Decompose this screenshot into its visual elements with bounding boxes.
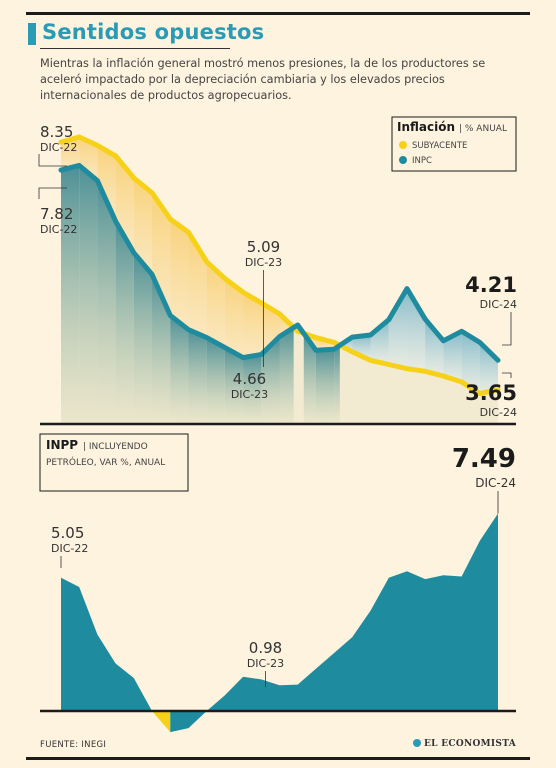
inflation-base-band: [406, 368, 426, 423]
annotation-leader-inpc-end: [502, 312, 512, 346]
inflation-gap-band: [133, 178, 153, 275]
inflation-base-band: [170, 315, 189, 423]
inflation-gap-band: [224, 278, 244, 358]
inflation-gap-band: [461, 331, 480, 394]
annotation-value-inpc-start: 7.82: [40, 205, 73, 223]
inflation-base-band: [479, 389, 498, 423]
inflation-base-band: [339, 345, 353, 423]
annotation-value-inpp-dec23: 0.98: [249, 639, 282, 657]
brand-mark-icon: [412, 739, 421, 747]
inflation-base-band: [370, 360, 389, 423]
inpp-area-positive: [61, 577, 153, 711]
inpp-area-positive: [206, 513, 498, 711]
annotation-date-inpc-end: DIC-24: [480, 298, 517, 311]
chart1-legend: Inflación | % ANUAL SUBYACENTE INPC: [391, 116, 517, 172]
inflation-base-band: [224, 347, 244, 423]
annotation-value-inpp-end: 7.49: [452, 444, 516, 474]
brand-logo: EL ECONOMISTA: [412, 739, 516, 749]
annotation-date-inpc-start: DIC-22: [40, 223, 77, 236]
inflation-gap-band: [261, 302, 280, 355]
legend-label-inpc: INPC: [412, 156, 432, 166]
brand-name: EL ECONOMISTA: [423, 739, 516, 749]
inflation-base-band: [61, 165, 80, 423]
inflation-base-band: [303, 333, 316, 423]
annotation-value-core-start: 8.35: [40, 123, 73, 141]
inflation-base-band: [388, 364, 407, 423]
inflation-base-band: [206, 337, 225, 423]
annotation-leader-inpc-start: [38, 187, 67, 199]
top-rule: [26, 12, 530, 15]
annotation-value-core-end: 3.65: [465, 381, 517, 405]
inflation-gap-band: [79, 136, 98, 181]
inflation-base-band: [79, 165, 98, 423]
inflation-gap-band: [425, 319, 444, 377]
inflation-base-band: [152, 274, 171, 423]
annotation-value-core-dec23: 5.09: [247, 238, 280, 256]
inflation-base-band: [315, 349, 335, 423]
inflation-gap-band: [406, 288, 426, 372]
legend-box: [391, 116, 517, 172]
chart2-legend: INPP | INCLUYENDO PETRÓLEO, VAR %, ANUAL: [39, 433, 189, 492]
inpp-area-negative-falling: [152, 711, 171, 733]
page-subtitle: Mientras la inflación general mostró men…: [40, 57, 486, 102]
inflation-gap-band: [479, 342, 498, 394]
inflation-base-band: [425, 371, 444, 423]
inflation-base-band: [243, 354, 262, 423]
annotation-leader-core-start: [38, 154, 67, 167]
inflation-base-band: [133, 252, 153, 423]
source-note: FUENTE: INEGI: [40, 740, 107, 750]
inflation-base-band: [297, 331, 304, 423]
title-underline: [40, 48, 230, 49]
inflation-base-band: [279, 327, 294, 423]
inflation-gap-band: [170, 219, 189, 330]
inflation-gap-band: [370, 319, 389, 365]
bottom-rule: [26, 757, 530, 760]
inflation-gap-band: [61, 136, 80, 171]
inflation-base-band: [261, 336, 280, 423]
annotation-date-core-dec23: DIC-23: [245, 256, 282, 269]
inflation-base-band: [352, 351, 371, 423]
legend-subtitle: | % ANUAL: [459, 124, 507, 134]
legend-subtitle-line2: PETRÓLEO, VAR %, ANUAL: [46, 456, 165, 468]
inflation-gap-band: [388, 288, 407, 369]
annotation-value-inpp-start: 5.05: [51, 524, 84, 542]
legend-box: [39, 433, 189, 492]
inflation-base-band: [188, 329, 207, 423]
annotation-value-inpc-end: 4.21: [465, 273, 517, 297]
series-line-inpc: [58, 162, 501, 363]
inflation-base-band: [443, 376, 462, 423]
legend-subtitle: | INCLUYENDO: [83, 442, 148, 452]
legend-dot-inpc: [399, 156, 407, 164]
annotation-date-inpp-end: DIC-24: [475, 476, 516, 490]
inflation-base-band: [293, 327, 298, 423]
page-title: Sentidos opuestos: [42, 20, 265, 44]
inflation-gap-band: [152, 192, 171, 316]
legend-label-subyacente: SUBYACENTE: [412, 141, 467, 151]
inflation-base-band: [97, 180, 116, 423]
legend-title: Inflación: [397, 120, 455, 134]
annotation-date-inpc-dec23: DIC-23: [231, 388, 268, 401]
title-accent-bar: [28, 23, 36, 45]
inflation-gap-band: [243, 292, 262, 358]
annotation-value-inpc-dec23: 4.66: [233, 370, 266, 388]
legend-title: INPP: [46, 438, 78, 452]
inflation-gap-band: [443, 331, 462, 382]
annotation-date-inpp-start: DIC-22: [51, 542, 88, 555]
annotation-leader-core-end: [502, 372, 512, 378]
annotation-date-core-start: DIC-22: [40, 141, 77, 154]
inflation-base-band: [334, 345, 340, 423]
inflation-base-band: [115, 221, 134, 423]
annotation-date-core-end: DIC-24: [480, 406, 517, 419]
series-line-subyacente: [58, 134, 501, 396]
inflation-gap-band: [206, 261, 225, 348]
inflation-gap-band: [97, 145, 116, 222]
annotation-date-inpp-dec23: DIC-23: [247, 657, 284, 670]
inpp-area-negative-rising: [170, 711, 207, 733]
legend-dot-subyacente: [399, 141, 407, 149]
